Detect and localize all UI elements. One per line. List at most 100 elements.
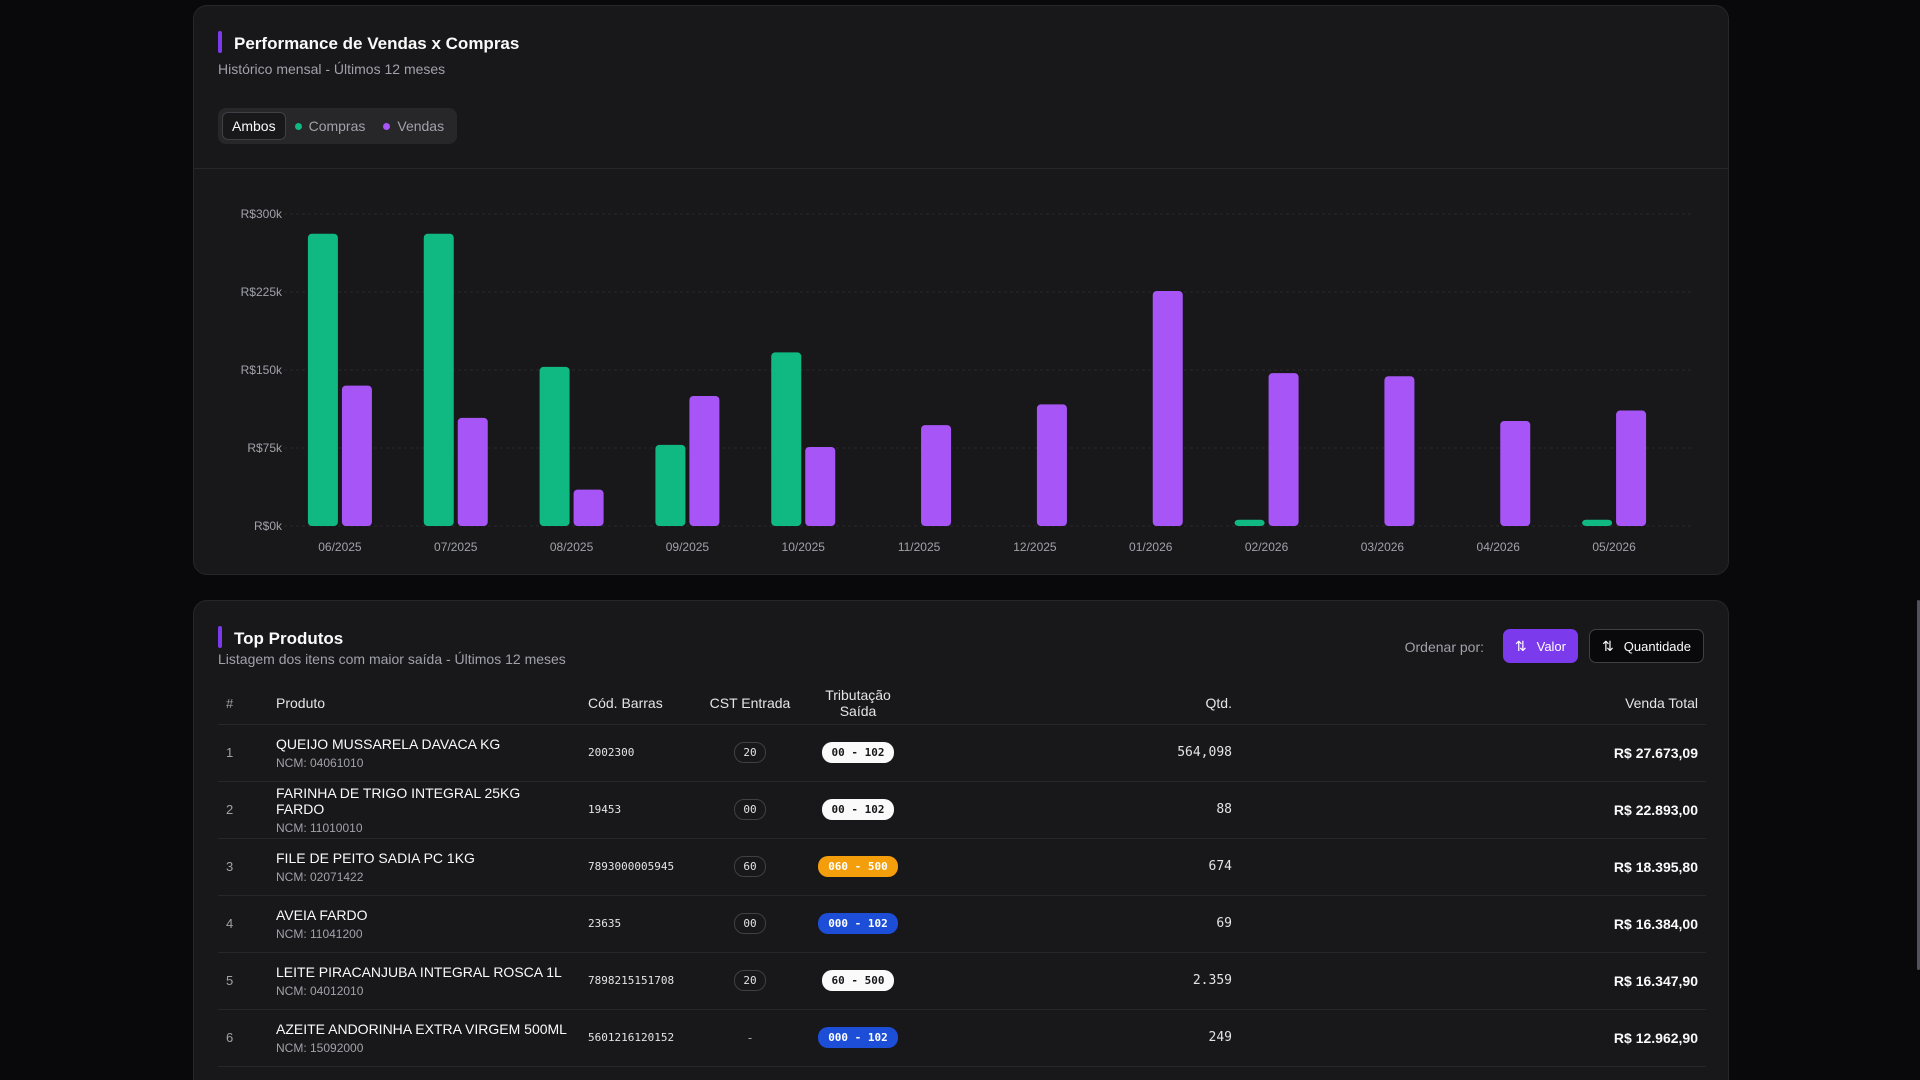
col-idx: # [218,683,268,725]
y-tick-label: R$75k [247,441,283,455]
title-accent-bar [218,626,222,648]
cst-badge: 20 [734,742,766,763]
x-tick-label: 05/2026 [1592,540,1636,554]
series-toggle: Ambos Compras Vendas [218,108,458,144]
performance-card: Performance de Vendas x Compras Históric… [193,5,1729,575]
trib-cell: 00 - 102 [800,781,916,839]
bar-vendas-03-2026[interactable] [1384,376,1415,526]
bar-compras-06-2025[interactable] [307,233,338,526]
tributacao-badge: 000 - 102 [818,913,898,934]
x-tick-label: 04/2026 [1477,540,1521,554]
bar-chart: R$300k R$225k R$150k R$75k R$0k 06/2025 07/202… [241,207,1694,554]
toggle-ambos[interactable]: Ambos [222,112,286,140]
product-name: AZEITE ANDORINHA EXTRA VIRGEM 500ML [276,1020,567,1037]
row-index: 6 [218,1009,268,1067]
bar-compras-08-2025[interactable] [539,366,570,526]
product-name: QUEIJO MUSSARELA DAVACA KG [276,735,501,752]
bar-vendas-07-2025[interactable] [457,417,488,526]
product-name: FILE DE PEITO SADIA PC 1KG [276,849,475,866]
cst-cell: 20 [700,724,800,782]
toggle-vendas[interactable]: Vendas [374,112,453,140]
sort-valor-button[interactable]: ⇅ Valor [1502,629,1578,663]
col-qtd: Qtd. [916,683,1240,725]
bar-vendas-12-2025[interactable] [1036,404,1067,526]
sort-valor-label: Valor [1536,638,1566,654]
sale-total: R$ 16.384,00 [1240,895,1706,953]
sale-total: R$ 18.395,80 [1240,838,1706,896]
product-name: FARINHA DE TRIGO INTEGRAL 25KG FARDO [276,784,521,817]
bar-vendas-10-2025[interactable] [805,446,836,526]
sale-total: R$ 22.893,00 [1240,781,1706,839]
y-tick-label: R$300k [241,207,283,221]
x-tick-label: 10/2025 [782,540,826,554]
page-scrollbar[interactable] [1917,600,1920,970]
x-tick-label: 09/2025 [666,540,710,554]
trib-cell: 000 - 102 [800,895,916,953]
top-products-subtitle: Listagem dos itens com maior saída - Últ… [218,651,566,667]
performance-title: Performance de Vendas x Compras [234,34,520,53]
table-row[interactable]: 3 FILE DE PEITO SADIA PC 1KG NCM: 020714… [218,838,1706,896]
top-products-title: Top Produtos [234,629,344,648]
quantity: 69 [916,895,1240,953]
barcode: 23635 [580,895,700,953]
x-tick-label: 08/2025 [550,540,594,554]
sort-arrows-icon: ⇅ [1514,637,1527,654]
bar-vendas-08-2025[interactable] [573,489,604,526]
product-cell: AVEIA FARDO NCM: 11041200 [268,895,580,953]
bar-compras-10-2025[interactable] [771,352,802,526]
table-row[interactable]: 2 FARINHA DE TRIGO INTEGRAL 25KG FARDO N… [218,781,1706,839]
col-barras: Cód. Barras [580,683,700,725]
bar-vendas-04-2026[interactable] [1500,420,1531,526]
bar-vendas-02-2026[interactable] [1268,373,1299,526]
bar-compras-09-2025[interactable] [655,444,686,526]
x-tick-label: 01/2026 [1129,540,1173,554]
product-cell: QUEIJO MUSSARELA DAVACA KG NCM: 04061010 [268,724,580,782]
cst-badge: 00 [734,913,766,934]
sort-quantidade-button[interactable]: ⇅ Quantidade [1589,629,1704,663]
y-tick-label: R$150k [241,363,283,377]
card-divider [194,168,1728,169]
cst-cell: 00 [700,781,800,839]
sort-quantidade-label: Quantidade [1623,638,1691,654]
bar-vendas-01-2026[interactable] [1152,290,1183,526]
product-ncm: NCM: 11010010 [276,820,363,835]
bar-compras-05-2026[interactable] [1582,519,1613,526]
col-produto: Produto [268,683,580,725]
bar-vendas-05-2026[interactable] [1616,410,1647,526]
cst-cell: 00 [700,895,800,953]
cst-value: - [747,1029,753,1045]
sale-total: R$ 16.347,90 [1240,952,1706,1010]
bar-vendas-06-2025[interactable] [341,385,372,526]
bar-vendas-11-2025[interactable] [921,425,952,526]
row-index: 1 [218,724,268,782]
bar-compras-02-2026[interactable] [1234,519,1265,526]
table-row[interactable]: 4 AVEIA FARDO NCM: 11041200 23635 00 000… [218,895,1706,953]
tributacao-badge: 060 - 500 [818,856,898,877]
table-row[interactable]: 1 QUEIJO MUSSARELA DAVACA KG NCM: 040610… [218,724,1706,782]
sort-label: Ordenar por: [1404,639,1484,655]
top-products-table: # Produto Cód. Barras CST Entrada Tribut… [218,683,1706,1067]
top-products-card: Top Produtos Listagem dos itens com maio… [193,600,1729,1080]
x-tick-label: 11/2025 [898,540,941,554]
table-row[interactable]: 6 AZEITE ANDORINHA EXTRA VIRGEM 500ML NC… [218,1009,1706,1067]
bar-compras-07-2025[interactable] [423,233,454,526]
tributacao-badge: 60 - 500 [821,970,895,991]
table-row[interactable]: 5 LEITE PIRACANJUBA INTEGRAL ROSCA 1L NC… [218,952,1706,1010]
barcode: 7893000005945 [580,838,700,896]
row-index: 5 [218,952,268,1010]
x-tick-label: 06/2025 [318,540,362,554]
product-cell: FARINHA DE TRIGO INTEGRAL 25KG FARDO NCM… [268,781,580,839]
row-index: 4 [218,895,268,953]
toggle-compras[interactable]: Compras [286,112,375,140]
performance-subtitle: Histórico mensal - Últimos 12 meses [218,61,446,77]
tributacao-badge: 00 - 102 [821,799,895,820]
sale-total: R$ 12.962,90 [1240,1009,1706,1067]
bar-vendas-09-2025[interactable] [689,396,720,526]
row-index: 3 [218,838,268,896]
product-ncm: NCM: 15092000 [276,1040,364,1055]
barcode: 19453 [580,781,700,839]
x-tick-label: 12/2025 [1013,540,1057,554]
cst-cell: 60 [700,838,800,896]
col-cst: CST Entrada [700,683,800,725]
x-tick-label: 03/2026 [1361,540,1405,554]
